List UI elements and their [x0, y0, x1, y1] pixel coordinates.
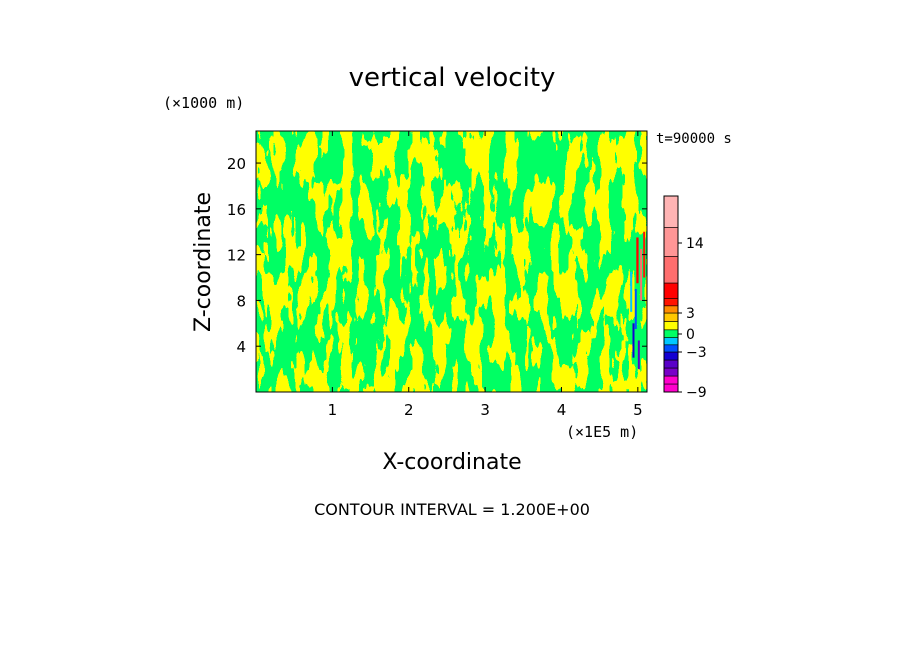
y-axis: 4 8 12 16 20 [227, 155, 647, 356]
y-tick-label: 16 [227, 201, 246, 219]
colorbar-swatch [663, 383, 679, 393]
contour-interval: CONTOUR INTERVAL = 1.200E+00 [314, 500, 590, 519]
x-axis: 1 2 3 4 5 [328, 131, 643, 419]
convective-streak [634, 288, 637, 330]
y-unit-label: (×1000 m) [163, 94, 244, 112]
y-tick-label: 12 [227, 247, 246, 265]
colorbar-frame [663, 195, 679, 393]
y-tick-label: 20 [227, 155, 246, 173]
chart-title: vertical velocity [349, 63, 556, 93]
colorbar-swatch [663, 321, 679, 331]
colorbar-swatch [663, 329, 679, 338]
colorbar-swatch [663, 305, 679, 314]
x-unit-label: (×1E5 m) [566, 423, 638, 441]
colorbar-tick-label: −9 [686, 385, 707, 401]
plot-frame [255, 130, 648, 393]
colorbar-swatch [663, 298, 679, 307]
convective-streak [632, 323, 635, 358]
convective-streak [640, 248, 643, 301]
colorbar-tick-label: 0 [686, 327, 695, 343]
time-label: t=90000 s [656, 131, 732, 147]
colorbar-swatch [663, 351, 679, 361]
x-tick-label: 4 [557, 401, 567, 419]
y-axis-label: Z-coordinate [191, 192, 216, 332]
colorbar-tick-label: −3 [686, 345, 707, 361]
colorbar-swatch [663, 359, 679, 369]
colorbar-ticks: 14 3 0 −3 −9 [678, 236, 707, 401]
x-tick-label: 2 [404, 401, 414, 419]
convective-streak [630, 271, 633, 312]
colorbar-tick-label: 3 [686, 306, 695, 322]
colorbar-swatch [663, 367, 679, 377]
y-tick-label: 4 [236, 338, 246, 356]
colorbar-swatch [663, 337, 679, 346]
colorbar-swatch [663, 282, 679, 299]
convective-streak [637, 340, 640, 370]
colorbar [663, 195, 679, 393]
colorbar-tick-label: 14 [686, 236, 704, 252]
x-tick-label: 1 [328, 401, 338, 419]
convective-streak [636, 237, 639, 284]
x-axis-label: X-coordinate [382, 450, 521, 475]
x-tick-label: 5 [633, 401, 643, 419]
y-tick-label: 8 [236, 292, 246, 310]
updraft-field [256, 131, 647, 392]
plot-area [256, 131, 647, 392]
colorbar-swatch [663, 312, 679, 322]
colorbar-swatch [663, 375, 679, 385]
colorbar-swatch [663, 195, 679, 228]
colorbar-swatch [663, 227, 679, 257]
colorbar-swatch [663, 344, 679, 353]
x-tick-label: 3 [480, 401, 490, 419]
colorbar-swatch [663, 256, 679, 284]
